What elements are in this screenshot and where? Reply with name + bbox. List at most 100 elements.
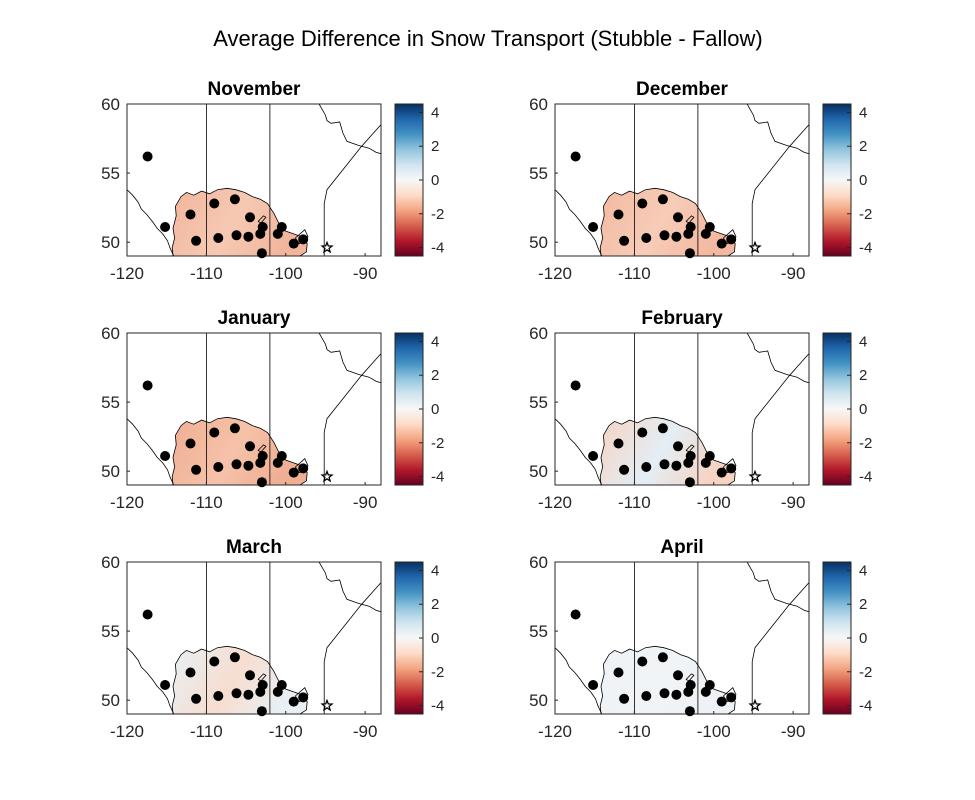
border-line	[685, 215, 695, 224]
map-panel: -120 -110 -100 -90 60 55 50 December 4 2 0 -2 -4	[529, 79, 872, 283]
station-point	[659, 459, 670, 470]
y-tick-label: 60	[101, 553, 120, 572]
border-line	[685, 673, 695, 682]
snow-transport-field	[171, 416, 308, 485]
colorbar-tick-label: -4	[859, 469, 872, 486]
x-tick-label: -110	[190, 493, 223, 512]
colorbar-tick-label: 4	[431, 104, 439, 121]
colorbar-tick-label: 0	[431, 172, 439, 189]
y-tick-label: 60	[529, 553, 548, 572]
colorbar-tick-label: 0	[859, 172, 867, 189]
colorbar-tick-label: -2	[859, 435, 872, 452]
colorbar	[822, 103, 852, 257]
station-point	[716, 467, 727, 478]
colorbar-tick-label: -4	[859, 698, 872, 715]
x-tick-label: -90	[353, 264, 378, 283]
colorbar-tick-label: 2	[859, 138, 867, 155]
axes-frame	[126, 103, 382, 257]
station-point	[272, 228, 283, 239]
station-point	[671, 460, 682, 471]
y-tick-label: 55	[529, 393, 548, 412]
snow-transport-field	[171, 645, 308, 714]
border-line	[751, 582, 809, 714]
x-tick-label: -120	[110, 264, 144, 283]
station-point	[673, 670, 683, 681]
colorbar-tick-label: -2	[431, 206, 444, 223]
station-point	[588, 451, 599, 461]
station-point	[298, 692, 309, 703]
station-point	[245, 441, 255, 452]
colorbar-tick-label: -2	[431, 664, 444, 681]
station-point	[726, 463, 737, 474]
y-tick-label: 60	[101, 95, 120, 114]
x-tick-label: -110	[618, 722, 651, 741]
station-point	[245, 670, 255, 681]
station-point	[570, 380, 581, 391]
station-point	[637, 656, 648, 667]
panel-title: December	[636, 79, 728, 100]
border-line	[127, 418, 175, 485]
map-borders	[555, 562, 809, 714]
axes-frame	[126, 561, 382, 715]
border-line	[318, 333, 381, 384]
station-point	[613, 438, 624, 449]
station-point	[160, 222, 171, 232]
border-line	[555, 418, 603, 485]
snow-transport-field	[599, 416, 736, 485]
x-tick-label: -100	[269, 264, 303, 283]
star-marker	[320, 469, 334, 483]
x-tick-label: -90	[353, 722, 378, 741]
y-tick-label: 55	[101, 622, 120, 641]
station-point	[185, 438, 196, 449]
border-line	[323, 582, 381, 714]
colorbar-tick-label: 4	[431, 333, 439, 350]
station-point	[716, 238, 727, 249]
colorbar-tick-label: 2	[431, 367, 439, 384]
station-point	[185, 209, 196, 220]
station-point	[671, 689, 682, 700]
colorbar	[394, 332, 424, 486]
axes-frame	[554, 561, 810, 715]
station-point	[700, 228, 711, 239]
station-point	[298, 234, 309, 245]
colorbar-tick-label: -4	[431, 240, 444, 257]
y-tick-label: 50	[529, 691, 548, 710]
panels: -120 -110 -100 -90605550November420-2-4-120…	[101, 79, 872, 741]
station-point	[229, 652, 240, 663]
station-point	[570, 609, 581, 620]
station-point	[613, 209, 624, 220]
colorbar	[394, 103, 424, 257]
border-line	[746, 333, 809, 384]
axes-frame	[554, 332, 810, 486]
snow-transport-field	[599, 187, 736, 256]
x-tick-label: -90	[781, 722, 806, 741]
snow-transport-field	[171, 187, 308, 256]
station-point	[619, 693, 630, 704]
border-line	[722, 229, 737, 245]
station-point	[257, 680, 268, 690]
x-tick-label: -120	[538, 264, 572, 283]
station-point	[257, 451, 268, 461]
colorbar	[394, 561, 424, 715]
y-tick-label: 55	[529, 622, 548, 641]
colorbar-tick-label: -2	[859, 664, 872, 681]
border-line	[751, 124, 809, 256]
y-tick-label: 50	[529, 233, 548, 252]
colorbar-tick-label: -4	[431, 698, 444, 715]
border-line	[555, 647, 603, 714]
border-line	[323, 353, 381, 485]
y-tick-label: 60	[101, 324, 120, 343]
station-point	[229, 423, 240, 434]
star-marker	[748, 698, 762, 712]
colorbar-tick-label: 2	[859, 596, 867, 613]
y-tick-label: 60	[529, 95, 548, 114]
colorbar-tick-label: -2	[431, 435, 444, 452]
colorbar-tick-label: 4	[859, 333, 867, 350]
station-point	[191, 235, 202, 246]
x-tick-label: -110	[618, 264, 651, 283]
station-point	[243, 689, 254, 700]
star-marker	[748, 240, 762, 254]
station-point	[685, 222, 696, 232]
border-line	[257, 215, 267, 224]
map-borders	[555, 104, 809, 256]
